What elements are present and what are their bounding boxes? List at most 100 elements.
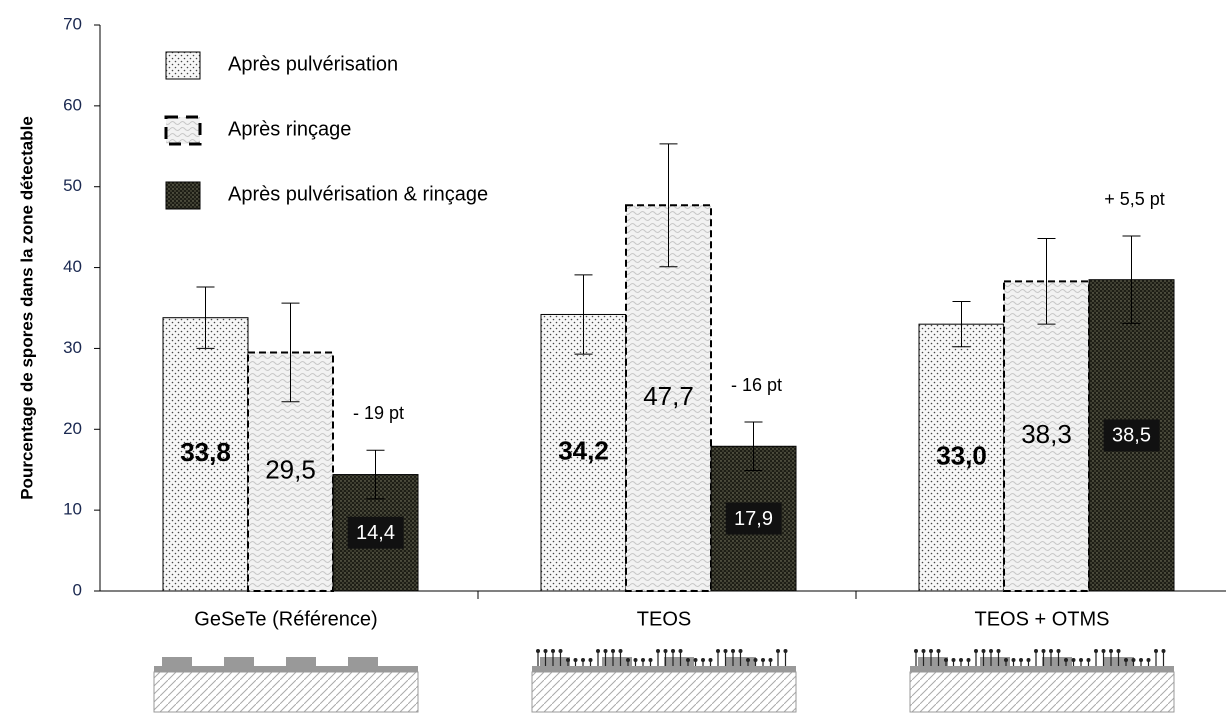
head [914,649,918,653]
head [1086,658,1091,662]
head [611,649,615,653]
bar [625,204,712,592]
head [776,649,780,653]
value-label: 29,5 [265,455,316,485]
head [558,649,563,653]
head [678,649,683,653]
value-label: 33,8 [180,437,231,467]
legend-swatch [164,115,202,146]
substrate [531,671,797,713]
bump [224,657,254,666]
head [1154,649,1158,653]
head [1094,649,1098,653]
value-label: 33,0 [936,440,987,470]
y-tick-label: 40 [63,257,82,276]
head [566,658,570,662]
head [1026,658,1031,662]
value-label: 38,3 [1021,419,1072,449]
error-bar [574,274,593,355]
head [753,658,758,662]
head [1146,658,1151,662]
head [708,658,713,662]
head [633,658,638,662]
head [723,649,728,653]
substrate [909,671,1175,713]
head [581,658,585,662]
head [1116,649,1121,653]
head [1161,649,1166,653]
head [768,658,773,662]
head [648,658,653,662]
head [573,658,578,662]
bump [602,657,632,666]
head [588,658,593,662]
y-tick-label: 10 [63,500,82,519]
head [686,658,690,662]
head [944,658,948,662]
head [656,649,660,653]
value-label-box [347,516,404,549]
head [761,658,765,662]
y-tick-label: 0 [73,580,82,599]
head [671,649,675,653]
head [1041,649,1046,653]
value-label: 14,4 [356,522,395,544]
head [1101,649,1106,653]
head [618,649,623,653]
annotation: - 19 pt [353,403,404,423]
head [929,649,933,653]
head [1131,658,1136,662]
head [731,649,735,653]
head [921,649,926,653]
bar [162,317,249,592]
error-bar [281,302,300,403]
layer [154,666,418,672]
error-bar [1037,237,1056,325]
head [996,649,1001,653]
y-tick-label: 20 [63,419,82,438]
annotation: - 16 pt [731,375,782,395]
bump [980,657,1010,666]
value-label-box [1103,419,1160,452]
value-label: 38,5 [1112,425,1151,447]
x-tick-label: TEOS [637,608,691,630]
bump [664,657,694,666]
head [981,649,986,653]
y-tick-label: 60 [63,95,82,114]
head [959,658,963,662]
legend-label: Après rinçage [228,118,351,140]
x-tick-label: GeSeTe (Référence) [194,608,377,630]
legend-swatch [165,181,201,210]
bar [918,323,1005,592]
head [536,649,540,653]
y-tick-label: 50 [63,176,82,195]
value-label-box [725,502,782,535]
head [551,649,555,653]
head [1109,649,1113,653]
legend-label: Après pulvérisation [228,53,398,75]
error-bar [196,286,215,349]
head [701,658,705,662]
error-bar [1122,235,1141,324]
head [693,658,698,662]
head [951,658,956,662]
head [1004,658,1008,662]
head [1071,658,1076,662]
x-tick-label: TEOS + OTMS [974,608,1109,630]
error-bar [366,449,385,500]
bar [1003,280,1090,592]
head [936,649,941,653]
head [1019,658,1023,662]
value-label: 34,2 [558,436,609,466]
bump [918,657,948,666]
annotation: + 5,5 pt [1104,189,1165,209]
bump [540,657,570,666]
head [596,649,600,653]
layer [532,666,796,672]
head [738,649,743,653]
head [989,649,993,653]
head [1034,649,1038,653]
head [716,649,720,653]
legend-swatch [165,51,201,80]
